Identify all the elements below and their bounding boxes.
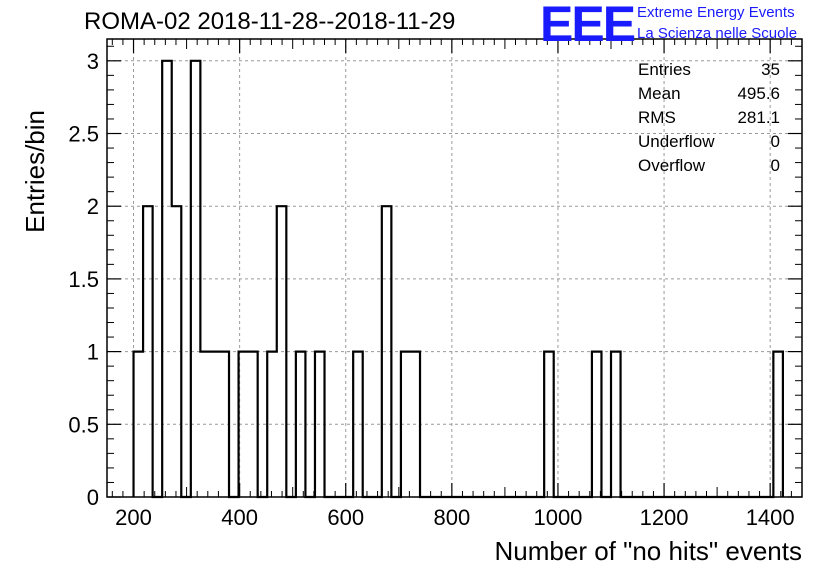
histogram-bin: [277, 206, 287, 497]
histogram-bin: [143, 206, 153, 497]
histogram-bin: [353, 352, 363, 497]
logo-line-1: Extreme Energy Events: [637, 4, 795, 21]
stats-label: RMS: [638, 108, 676, 127]
stats-label: Underflow: [638, 132, 715, 151]
histogram-bin: [410, 352, 420, 497]
y-tick-label: 3: [87, 49, 99, 74]
stats-value: 0: [770, 132, 780, 151]
x-tick-label: 1200: [640, 505, 689, 530]
stats-value: 281.1: [737, 108, 780, 127]
histogram-bin: [773, 352, 783, 497]
stats-label: Entries: [638, 60, 691, 79]
chart-title: ROMA-02 2018-11-28--2018-11-29: [84, 8, 456, 35]
x-tick-label: 600: [327, 505, 364, 530]
axes: 200 400 600 800 1000 1200 1400 0 0.5 1 1.5 2 2.5 3: [68, 39, 803, 530]
histogram-bin: [401, 352, 411, 497]
y-axis-label: Entries/bin: [20, 110, 50, 233]
x-axis-label: Number of "no hits" events: [494, 536, 803, 566]
stats-value: 495.6: [737, 84, 780, 103]
stats-label: Mean: [638, 84, 681, 103]
histogram-bin: [544, 352, 554, 497]
plot-frame: [106, 38, 803, 498]
y-tick-label: 2.5: [68, 122, 99, 147]
histogram-bin: [162, 61, 172, 497]
stats-row-underflow: Underflow 0: [638, 130, 780, 154]
histogram-bin: [200, 352, 210, 497]
y-tick-label: 1.5: [68, 267, 99, 292]
y-tick-label: 0: [87, 485, 99, 510]
histogram-bin: [315, 352, 325, 497]
histogram-bin: [592, 352, 602, 497]
x-tick-label: 1400: [746, 505, 795, 530]
stats-box: Entries 35 Mean 495.6 RMS 281.1 Underflo…: [638, 58, 780, 178]
histogram-bin: [267, 352, 277, 497]
logo-line-2: La Scienza nelle Scuole: [637, 25, 798, 42]
histogram-bin: [191, 61, 201, 497]
histogram-bin: [248, 352, 258, 497]
histogram-bin: [296, 352, 306, 497]
histogram-bin: [219, 352, 229, 497]
y-tick-label: 0.5: [68, 412, 99, 437]
histogram-bin: [611, 352, 621, 497]
x-tick-label: 400: [221, 505, 258, 530]
grid-lines: [107, 39, 802, 497]
histogram-bin: [210, 352, 220, 497]
stats-label: Overflow: [638, 156, 706, 175]
x-tick-label: 200: [115, 505, 152, 530]
histogram-bin: [239, 352, 249, 497]
x-tick-label: 800: [433, 505, 470, 530]
stats-value: 0: [770, 156, 780, 175]
stats-row-rms: RMS 281.1: [638, 106, 780, 130]
histogram-bin: [134, 352, 144, 497]
stats-row-entries: Entries 35: [638, 58, 780, 82]
stats-row-overflow: Overflow 0: [638, 154, 780, 178]
histogram-bin: [382, 206, 392, 497]
histogram-bin: [172, 206, 182, 497]
y-tick-label: 2: [87, 194, 99, 219]
y-tick-label: 1: [87, 340, 99, 365]
x-tick-label: 1000: [533, 505, 582, 530]
stats-value: 35: [761, 60, 780, 79]
eee-logo: EEE: [540, 0, 636, 52]
stats-row-mean: Mean 495.6: [638, 82, 780, 106]
